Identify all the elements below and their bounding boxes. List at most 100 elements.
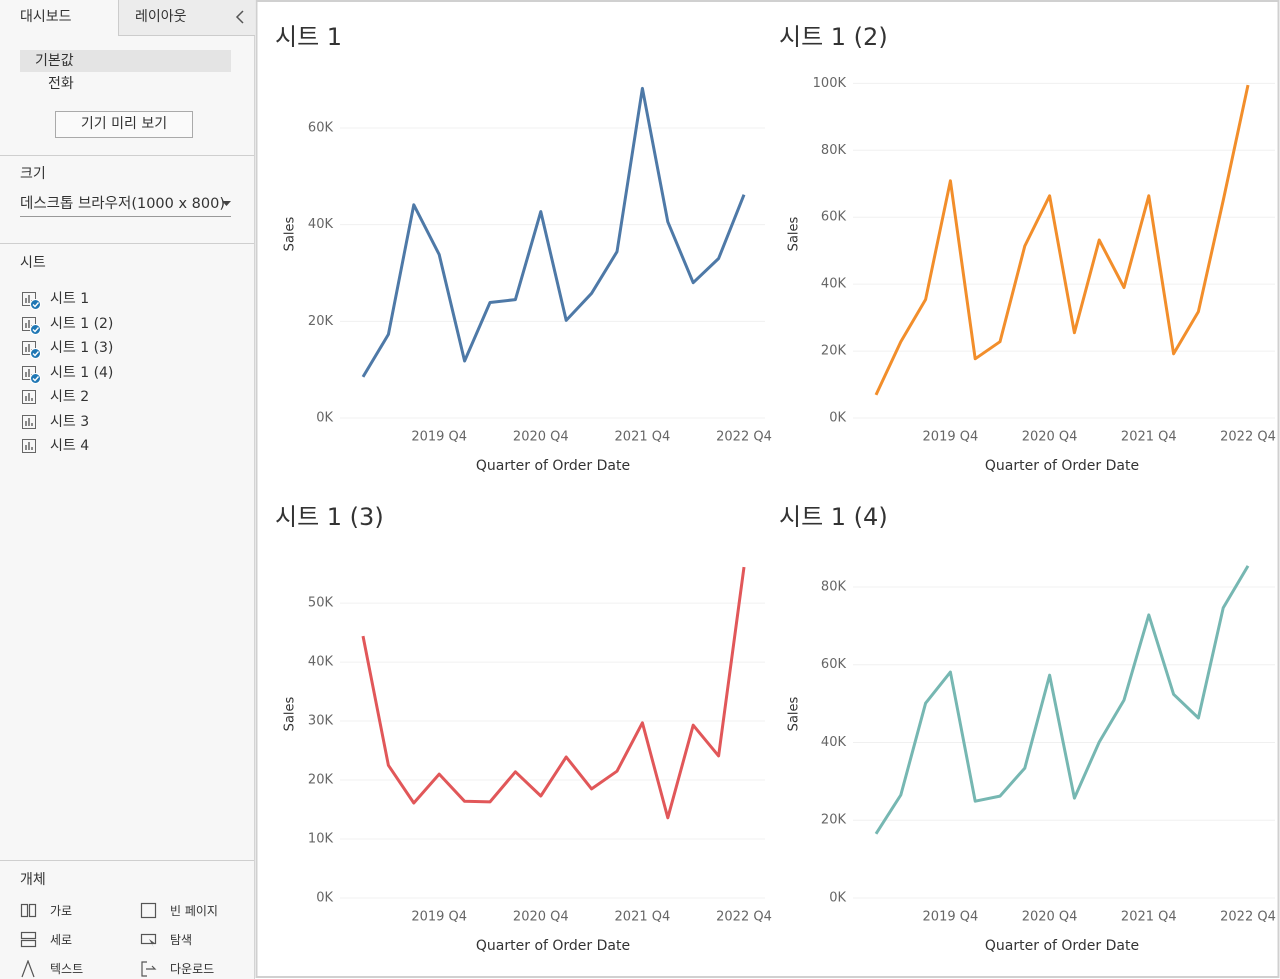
object-item[interactable]: 빈 페이지 (170, 904, 218, 918)
x-tick-label: 2019 Q4 (411, 430, 467, 445)
section-heading: 크기 (20, 166, 46, 182)
chart-title: 시트 1 (2) (779, 23, 888, 51)
y-tick-label: 20K (821, 813, 847, 828)
tab-bg (118, 0, 255, 36)
object-icon (20, 903, 37, 918)
y-tick-label: 100K (813, 76, 847, 91)
object-item[interactable]: 세로 (50, 933, 73, 947)
y-axis-title: Sales (787, 696, 802, 731)
sheet-item[interactable]: 시트 1 (3) (50, 340, 114, 356)
y-axis-title: Sales (283, 216, 298, 251)
y-axis-title: Sales (787, 216, 802, 251)
y-tick-label: 40K (821, 277, 847, 292)
device-option[interactable]: 기본값 (35, 53, 74, 69)
x-tick-label: 2021 Q4 (615, 910, 671, 925)
icon-part (140, 933, 157, 945)
badge-check (32, 375, 40, 382)
divider (0, 860, 254, 861)
icon-frame (22, 390, 36, 404)
chart-title: 시트 1 (4) (779, 503, 888, 531)
sheet-icon (22, 316, 41, 335)
x-tick-label: 2019 Q4 (923, 910, 979, 925)
icon-frame (22, 439, 36, 453)
y-tick-label: 0K (316, 891, 333, 906)
y-tick-label: 60K (821, 210, 847, 225)
y-tick-label: 40K (308, 655, 334, 670)
object-icon (21, 960, 35, 978)
x-tick-label: 2020 Q4 (513, 430, 569, 445)
sheet-icon (22, 390, 36, 404)
badge-check (32, 302, 40, 308)
in-use-badge (30, 299, 41, 310)
x-tick-label: 2020 Q4 (513, 910, 569, 925)
series-line (874, 84, 1250, 396)
selected-row (20, 50, 231, 72)
badge-check (32, 326, 40, 333)
object-icon (141, 961, 157, 977)
x-tick-label: 2019 Q4 (411, 910, 467, 925)
x-axis-title: Quarter of Order Date (985, 458, 1139, 474)
sheet-item[interactable]: 시트 1 (4) (50, 364, 114, 381)
x-tick-label: 2021 Q4 (615, 430, 671, 445)
section-heading: 시트 (20, 255, 46, 271)
icon-part (141, 961, 147, 977)
x-axis-title: Quarter of Order Date (985, 938, 1139, 954)
y-tick-label: 0K (829, 891, 846, 906)
y-tick-label: 0K (829, 411, 846, 426)
series-line (874, 565, 1250, 835)
y-tick-label: 80K (821, 579, 847, 594)
divider (0, 155, 254, 156)
icon-frame (22, 414, 36, 429)
y-tick-label: 40K (821, 735, 847, 750)
sheet-icon (22, 414, 36, 429)
sheet-item[interactable]: 시트 4 (50, 438, 90, 454)
sheet-item[interactable]: 시트 2 (50, 389, 90, 405)
preview-button[interactable]: 기기 미리 보기 (55, 111, 193, 138)
sheet-item[interactable]: 시트 1 (2) (50, 315, 114, 332)
x-tick-label: 2022 Q4 (1220, 910, 1276, 925)
tab[interactable]: 대시보드 (20, 9, 72, 25)
size-dropdown[interactable]: 데스크톱 브라우저(1000 x 800) (20, 196, 226, 212)
device-option[interactable]: 전화 (48, 76, 74, 92)
y-tick-label: 30K (308, 714, 334, 729)
collapse-icon[interactable] (234, 10, 246, 24)
y-tick-label: 60K (308, 121, 334, 136)
object-item[interactable]: 텍스트 (50, 962, 84, 976)
x-tick-label: 2019 Q4 (923, 430, 979, 445)
object-icon (20, 931, 37, 948)
sheet-icon (22, 439, 36, 453)
badge-check (32, 351, 40, 357)
object-item[interactable]: 다운로드 (170, 962, 215, 976)
x-tick-label: 2022 Q4 (716, 430, 772, 445)
sidebar: 대시보드 레이아웃 기본값 전화 기기 미리 보기 크기 데스크톱 브라우저(1… (0, 0, 255, 979)
x-tick-label: 2021 Q4 (1121, 910, 1177, 925)
x-tick-label: 2020 Q4 (1022, 430, 1078, 445)
sheet-icon (22, 341, 41, 359)
object-item[interactable]: 탐색 (170, 933, 193, 947)
tab[interactable]: 레이아웃 (135, 9, 187, 25)
dropdown-caret (222, 201, 231, 206)
sheet-item[interactable]: 시트 3 (50, 413, 90, 430)
x-tick-label: 2022 Q4 (1220, 430, 1276, 445)
sheet-item[interactable]: 시트 1 (50, 291, 90, 307)
dashboard-border (255, 0, 1280, 978)
object-item[interactable]: 가로 (50, 904, 73, 918)
object-icon (140, 933, 157, 948)
x-tick-label: 2020 Q4 (1022, 910, 1078, 925)
chart-title: 시트 1 (275, 23, 342, 51)
icon-part (20, 931, 37, 940)
y-axis-title: Sales (283, 696, 298, 731)
underline (20, 216, 231, 217)
chart-title: 시트 1 (3) (275, 503, 384, 531)
object-icon (140, 902, 157, 919)
x-tick-label: 2022 Q4 (716, 910, 772, 925)
section-heading: 개체 (20, 872, 46, 888)
icon-part (149, 939, 156, 948)
sheet-icon (22, 365, 41, 384)
y-tick-label: 20K (308, 314, 334, 329)
divider (0, 243, 254, 244)
icon-part (146, 965, 157, 970)
y-tick-label: 60K (821, 657, 847, 672)
